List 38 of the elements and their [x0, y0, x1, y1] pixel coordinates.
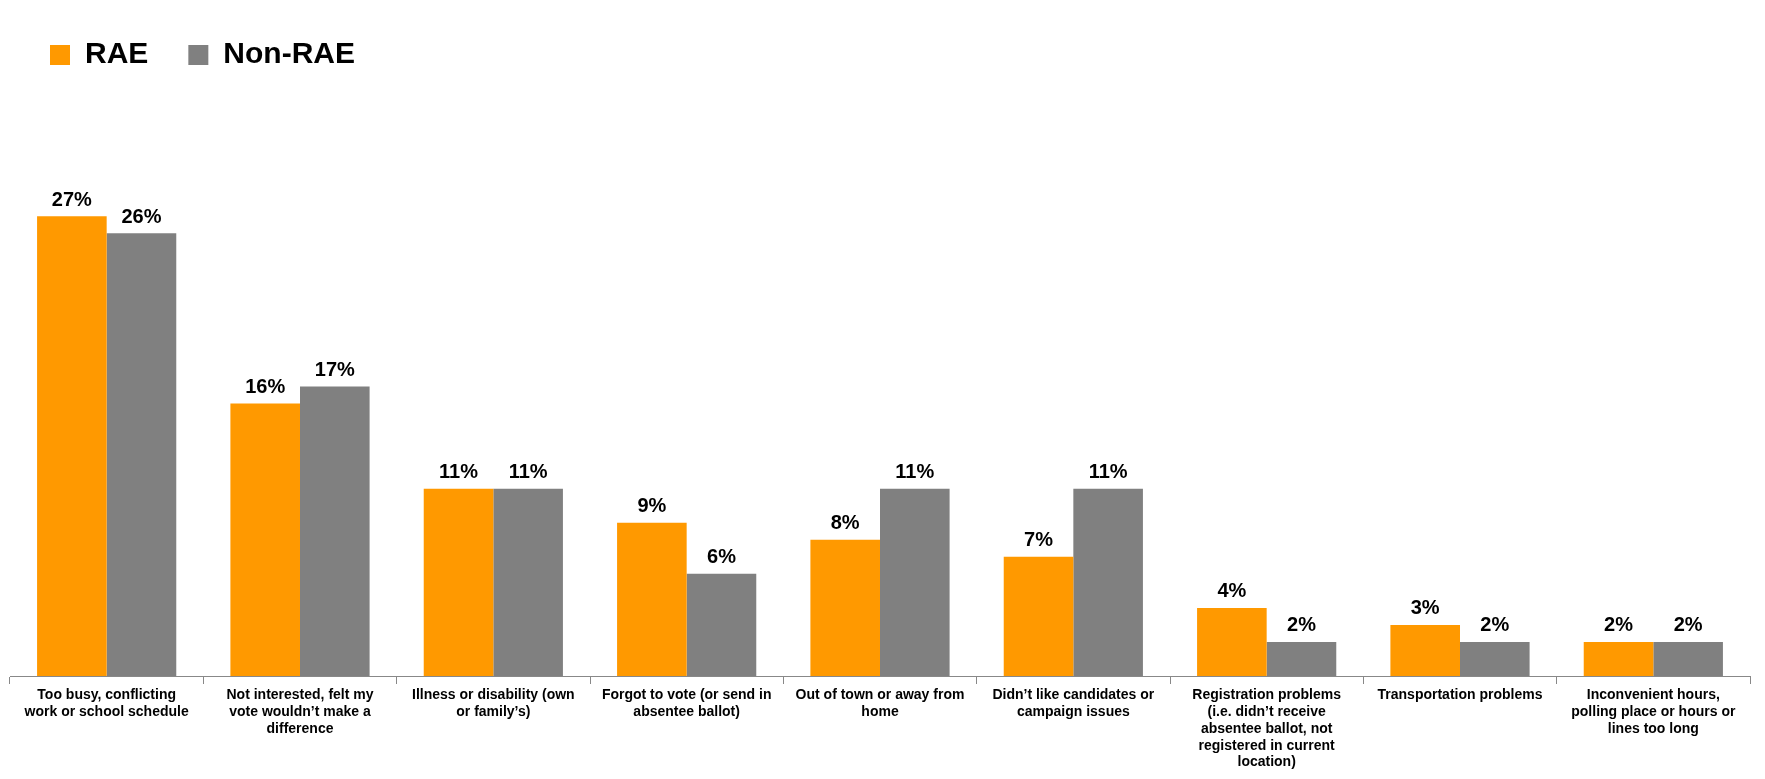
- bar: [1390, 624, 1460, 676]
- data-label: 4%: [1217, 579, 1247, 602]
- data-label: 11%: [1088, 460, 1128, 483]
- legend-label: Non-RAE: [223, 36, 355, 70]
- data-label: 6%: [707, 545, 737, 568]
- data-label: 16%: [245, 375, 286, 398]
- bar: [617, 522, 687, 676]
- data-label: 11%: [439, 460, 479, 483]
- bar: [810, 539, 880, 676]
- x-tick-label: Transportation problems: [1377, 686, 1543, 703]
- bar: [37, 216, 107, 676]
- data-label: 2%: [1287, 613, 1317, 636]
- data-label: 17%: [314, 358, 356, 381]
- bar: [1583, 641, 1654, 676]
- data-label: 2%: [1480, 613, 1510, 636]
- x-tick-label: Inconvenient hours, polling place or hours or lines too long: [1571, 686, 1736, 736]
- data-label: 11%: [895, 460, 935, 483]
- x-tick-label: Not interested, felt my vote wouldn’t make a difference: [226, 686, 374, 736]
- x-tick-label: Illness or disability (own or family’s): [412, 686, 575, 720]
- legend-label: RAE: [85, 36, 149, 70]
- bar: [1003, 556, 1074, 676]
- bar: [1197, 607, 1267, 676]
- bar: [230, 403, 300, 676]
- data-label: 2%: [1673, 613, 1703, 636]
- bar: [423, 488, 494, 676]
- x-tick-label: Didn’t like candidates or campaign issues: [992, 686, 1155, 720]
- x-tick-label: Out of town or away from home: [795, 686, 965, 720]
- data-label: 9%: [637, 494, 667, 517]
- x-tick-label: Forgot to vote (or send in absentee ballot): [601, 686, 772, 720]
- data-label: 26%: [121, 204, 162, 227]
- data-label: 27%: [51, 187, 93, 210]
- data-label: 2%: [1604, 613, 1634, 636]
- data-label: 11%: [508, 460, 548, 483]
- data-label: 8%: [830, 511, 860, 534]
- data-label: 3%: [1410, 596, 1440, 619]
- data-label: 7%: [1024, 528, 1054, 551]
- x-tick-label: Too busy, conflicting work or school schedule: [23, 686, 189, 720]
- x-tick-label: Registration problems (i.e. didn’t receive absentee ballot, not registered in current location): [1192, 686, 1342, 770]
